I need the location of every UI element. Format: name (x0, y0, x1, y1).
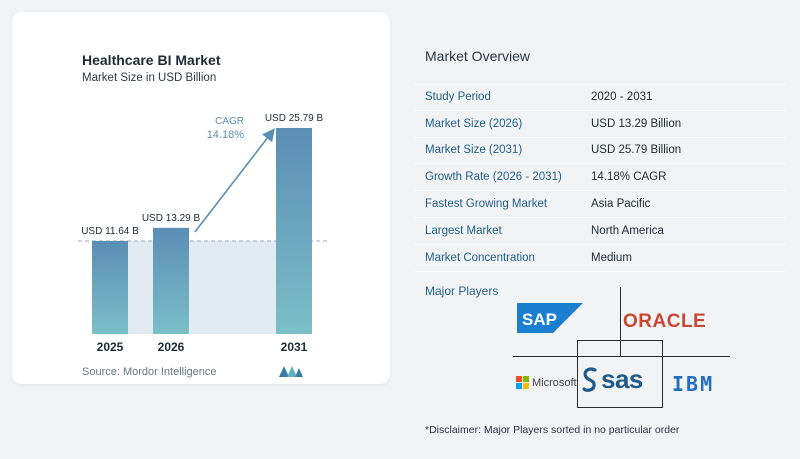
bar-chart: USD 11.64 B 2025 USD 13.29 B 2026 USD 25.79 … (78, 113, 330, 354)
overview-label: Market Size (2026) (425, 117, 523, 130)
sap-logo: SAP (517, 303, 583, 333)
overview-row: Largest Market North America (415, 218, 785, 245)
overview-label: Growth Rate (2026 - 2031) (425, 171, 562, 184)
overview-label: Largest Market (425, 224, 502, 237)
ibm-logo: IBM (672, 372, 715, 396)
major-players-title: Major Players (425, 284, 499, 298)
overview-row: Fastest Growing Market Asia Pacific (415, 191, 785, 218)
data-label: USD 25.79 B (265, 113, 324, 124)
mordor-logo-icon (279, 366, 303, 377)
overview-table: Study Period 2020 - 2031 Market Size (20… (415, 84, 785, 272)
overview-value: North America (591, 224, 664, 237)
data-label: USD 11.64 B (81, 226, 139, 237)
overview-value: Medium (591, 251, 632, 264)
overview-panel (400, 0, 800, 459)
tick-label: 2026 (158, 340, 185, 354)
source-text: Source: Mordor Intelligence (82, 366, 217, 378)
disclaimer: *Disclaimer: Major Players sorted in no … (425, 424, 680, 436)
microsoft-logo: Microsoft (516, 376, 577, 389)
sap-logo-text: SAP (522, 310, 557, 329)
tick-label: 2031 (281, 340, 308, 354)
bar (92, 241, 128, 334)
overview-value: Asia Pacific (591, 198, 651, 211)
divider (620, 287, 621, 357)
overview-label: Fastest Growing Market (425, 198, 548, 211)
overview-label: Study Period (425, 91, 491, 104)
chart-subtitle: Market Size in USD Billion (82, 72, 217, 84)
overview-row: Market Concentration Medium (415, 245, 785, 272)
cagr-value: 14.18% (207, 129, 245, 141)
overview-row: Market Size (2031) USD 25.79 Billion (415, 138, 785, 165)
chart-title: Healthcare BI Market (82, 52, 221, 68)
sas-logo-text: sas (601, 364, 643, 394)
data-label: USD 13.29 B (142, 213, 201, 224)
sas-swirl-icon (582, 367, 597, 392)
divider (577, 407, 663, 408)
microsoft-icon (516, 376, 529, 389)
overview-value: 2020 - 2031 (591, 91, 653, 104)
overview-title: Market Overview (425, 48, 531, 64)
tick-label: 2025 (97, 340, 124, 354)
oracle-logo: ORACLE (623, 311, 707, 332)
divider (577, 340, 663, 341)
overview-value: USD 13.29 Billion (591, 117, 682, 130)
overview-row: Growth Rate (2026 - 2031) 14.18% CAGR (415, 164, 785, 192)
overview-label: Market Size (2031) (425, 144, 523, 157)
overview-label: Market Concentration (425, 251, 535, 264)
overview-value: 14.18% CAGR (591, 171, 667, 184)
divider (513, 356, 730, 357)
divider (577, 340, 578, 408)
overview-row: Market Size (2026) USD 13.29 Billion (415, 111, 785, 138)
bar (153, 227, 189, 334)
overview-row: Study Period 2020 - 2031 (415, 84, 785, 111)
overview-value: USD 25.79 Billion (591, 144, 682, 157)
cagr-arrow (194, 128, 275, 233)
cagr-label: CAGR (215, 116, 244, 127)
bar (276, 128, 312, 334)
sas-logo: sas (582, 364, 643, 395)
microsoft-logo-text: Microsoft (532, 376, 577, 389)
divider (662, 340, 663, 408)
